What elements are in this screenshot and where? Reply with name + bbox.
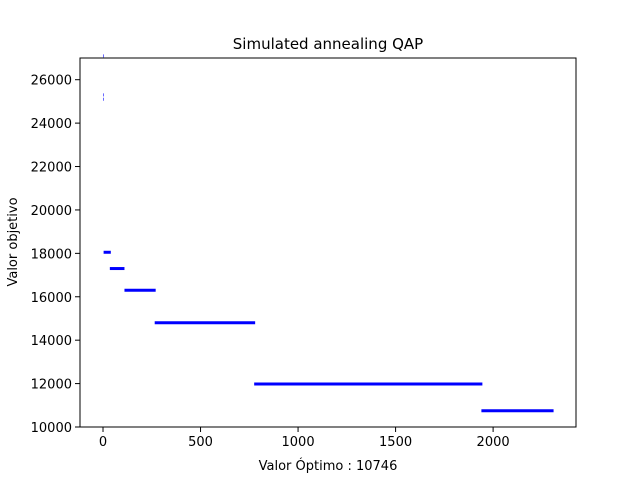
- x-tick-label: 2000: [477, 435, 510, 450]
- y-tick-label: 24000: [31, 117, 72, 132]
- y-tick-label: 12000: [31, 378, 72, 393]
- y-axis-label: Valor objetivo: [6, 197, 21, 286]
- data-layer: [103, 54, 554, 413]
- y-tick-label: 16000: [31, 291, 72, 306]
- x-tick-label: 0: [99, 435, 107, 450]
- x-tick-label: 1000: [282, 435, 315, 450]
- y-tick-label: 18000: [31, 247, 72, 262]
- y-tick-label: 14000: [31, 334, 72, 349]
- x-axis-label: Valor Óptimo : 10746: [259, 458, 398, 474]
- y-axis: 10000 12000 14000 16000 18000 20000 22000 24000…: [31, 74, 80, 436]
- x-tick-label: 1500: [379, 435, 412, 450]
- x-tick-label: 500: [188, 435, 213, 450]
- chart-title: Simulated annealing QAP: [233, 35, 423, 53]
- y-tick-label: 22000: [31, 161, 72, 176]
- y-tick-label: 10000: [31, 421, 72, 436]
- y-tick-label: 26000: [31, 74, 72, 89]
- y-tick-label: 20000: [31, 204, 72, 219]
- x-axis: 0 500 1000 1500 2000: [99, 427, 510, 450]
- plot-frame: [79, 57, 577, 428]
